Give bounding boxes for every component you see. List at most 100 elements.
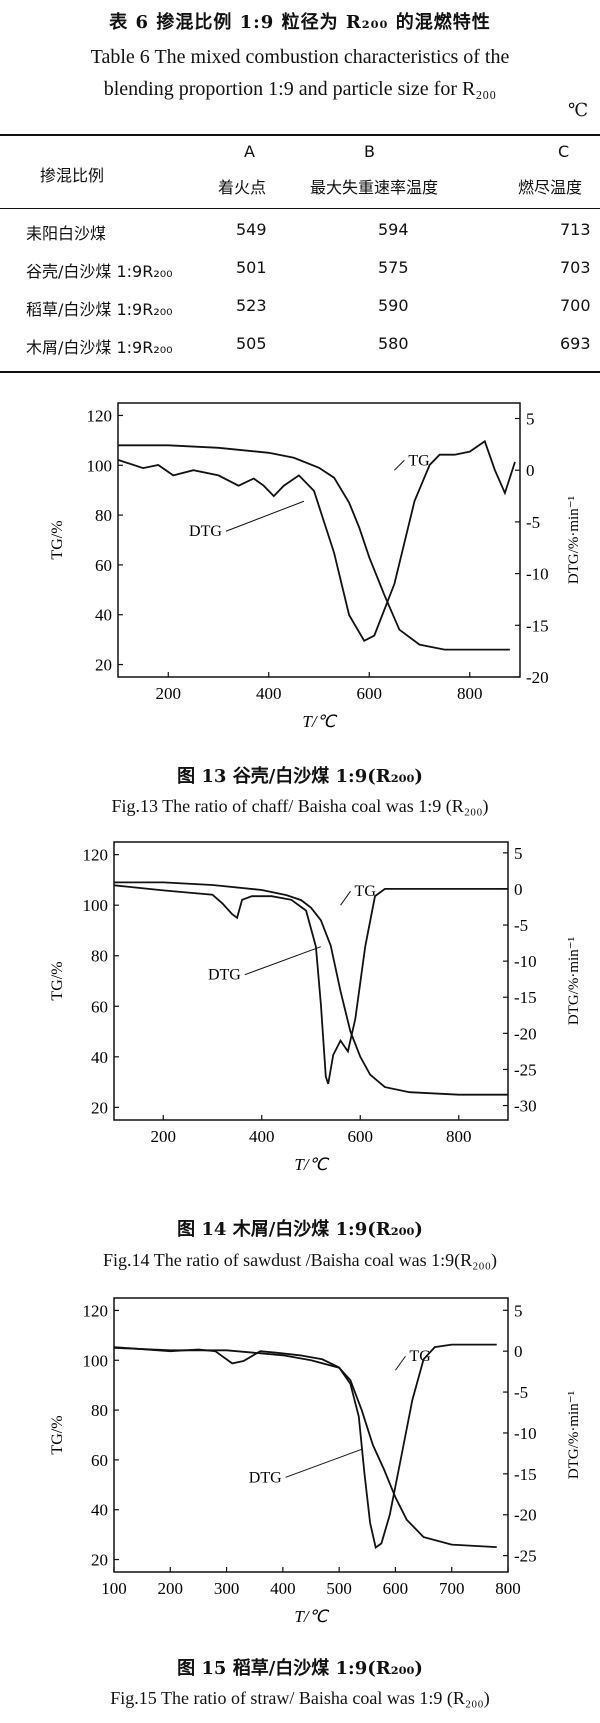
series-leader-line [225, 500, 305, 532]
y2-tick-label: -20 [514, 1024, 537, 1043]
series-label: DTG [189, 523, 222, 540]
plot-frame [113, 841, 509, 1121]
fig13-caption-en: Fig.13 The ratio of chaff/ Baisha coal w… [111, 796, 489, 816]
cell-value: 580 [378, 334, 409, 353]
header-col-letter-b: B [364, 142, 375, 161]
y2-tick-label: -20 [514, 1506, 537, 1525]
dtg-series-line [113, 884, 508, 1085]
y2-tick-label: -15 [514, 1465, 537, 1484]
cell-value: 594 [378, 220, 409, 239]
y2-tick-label: -25 [514, 1547, 537, 1566]
series-leader-line [394, 459, 405, 471]
header-col-name-c: 燃尽温度 [518, 178, 583, 197]
y2-axis-label: DTG/%·min⁻¹ [566, 1391, 582, 1479]
fig15-chart: 100 200 300 400 500 600 700 800 20 40 60 80 100 120 5 0… [49, 1297, 582, 1626]
y-tick-label: 120 [83, 1301, 109, 1320]
table-mid-rule [0, 208, 600, 209]
x-axis-label: T/℃ [294, 1607, 329, 1626]
row-label: 稻草/白沙煤 1:9R₂₀₀ [26, 300, 173, 319]
y-tick-label: 40 [91, 1501, 108, 1520]
tg-series-line [113, 1346, 497, 1548]
x-tick-label: 400 [256, 684, 282, 703]
table-top-rule [0, 134, 600, 136]
table-title-en-line1: Table 6 The mixed combustion characteris… [90, 46, 510, 68]
table-title-cn: 表 6 掺混比例 1:9 粒径为 R₂₀₀ 的混燃特性 [109, 12, 491, 33]
x-tick-label: 200 [156, 684, 182, 703]
y-tick-label: 80 [95, 506, 112, 525]
cell-value: 505 [236, 334, 267, 353]
series-leader-line [285, 1448, 362, 1478]
header-row-label: 掺混比例 [40, 166, 105, 185]
y2-tick-label: -10 [514, 1424, 537, 1443]
series-label: TG [355, 883, 377, 900]
y-tick-label: 80 [91, 1401, 108, 1420]
y2-tick-label: -30 [514, 1097, 537, 1116]
x-tick-label: 400 [270, 1579, 296, 1598]
y2-tick-label: 5 [526, 410, 535, 429]
y-tick-label: 120 [87, 406, 113, 425]
y-tick-label: 100 [87, 456, 113, 475]
series-label: DTG [249, 1469, 282, 1486]
y2-tick-label: -5 [526, 513, 540, 532]
cell-value: 590 [378, 296, 409, 315]
x-tick-label: 800 [495, 1579, 521, 1598]
table-title-en-line2: blending proportion 1:9 and particle siz… [103, 78, 497, 100]
x-tick-label: 200 [158, 1579, 184, 1598]
y-tick-label: 80 [91, 947, 108, 966]
cell-value: 549 [236, 220, 267, 239]
y2-tick-label: -10 [526, 565, 549, 584]
row-label: 谷壳/白沙煤 1:9R₂₀₀ [26, 262, 173, 281]
table-header: 掺混比例 A B C 着火点 最大失重速率温度 燃尽温度 [0, 138, 600, 208]
fig15-caption-cn: 图 15 稻草/白沙煤 1:9(R₂₀₀) [177, 1658, 423, 1679]
y2-tick-label: -15 [514, 988, 537, 1007]
y2-tick-label: 0 [526, 461, 535, 480]
y2-tick-label: 5 [514, 1301, 523, 1320]
y2-tick-label: 0 [514, 880, 523, 899]
series-label: DTG [208, 967, 241, 984]
y-tick-label: 60 [91, 1451, 108, 1470]
y-tick-label: 60 [91, 997, 108, 1016]
y-tick-label: 40 [95, 606, 112, 625]
y-tick-label: 120 [83, 846, 109, 865]
fig13-caption-cn: 图 13 谷壳/白沙煤 1:9(R₂₀₀) [177, 766, 423, 787]
y-tick-label: 60 [95, 556, 112, 575]
plot-frame [113, 1297, 509, 1573]
y2-tick-label: -5 [514, 916, 528, 935]
table-unit: ℃ [568, 100, 589, 121]
y-axis-label: TG/% [49, 961, 66, 1000]
x-axis-label: T/℃ [294, 1155, 329, 1174]
x-tick-label: 400 [249, 1127, 275, 1146]
x-tick-label: 600 [348, 1127, 374, 1146]
x-tick-label: 700 [439, 1579, 465, 1598]
y2-tick-label: -20 [526, 668, 549, 687]
y2-tick-label: 5 [514, 844, 523, 863]
y-axis-label: TG/% [49, 1415, 66, 1454]
cell-value: 523 [236, 296, 267, 315]
x-tick-label: 600 [357, 684, 383, 703]
y2-tick-label: -25 [514, 1060, 537, 1079]
series-leader-line [395, 1355, 406, 1371]
x-axis-label: T/℃ [302, 712, 337, 731]
fig14-chart: 200 400 600 800 20 40 60 80 100 120 5 0 -5 -10 -15 -20 -… [49, 841, 582, 1174]
y-tick-label: 100 [83, 1351, 109, 1370]
cell-value: 700 [560, 296, 591, 315]
y2-axis-label: DTG/%·min⁻¹ [566, 496, 582, 584]
x-tick-label: 800 [446, 1127, 472, 1146]
cell-value: 693 [560, 334, 591, 353]
y2-tick-label: -15 [526, 616, 549, 635]
y-tick-label: 20 [95, 656, 112, 675]
table-body: 耒阳白沙煤 549 594 713 谷壳/白沙煤 1:9R₂₀₀ 501 575… [0, 212, 600, 368]
series-leader-line [244, 946, 322, 976]
y-axis-label: TG/% [49, 520, 66, 559]
dtg-series-line [113, 1343, 497, 1550]
fig14-caption-cn: 图 14 木屑/白沙煤 1:9(R₂₀₀) [177, 1219, 423, 1240]
x-tick-label: 600 [383, 1579, 409, 1598]
y-tick-label: 40 [91, 1048, 108, 1067]
x-tick-label: 800 [457, 684, 483, 703]
y-tick-label: 20 [91, 1098, 108, 1117]
tg-series-line [114, 881, 508, 1096]
header-col-letter-c: C [558, 142, 570, 161]
tg-series-line [118, 444, 510, 651]
x-tick-label: 500 [326, 1579, 352, 1598]
cell-value: 703 [560, 258, 591, 277]
